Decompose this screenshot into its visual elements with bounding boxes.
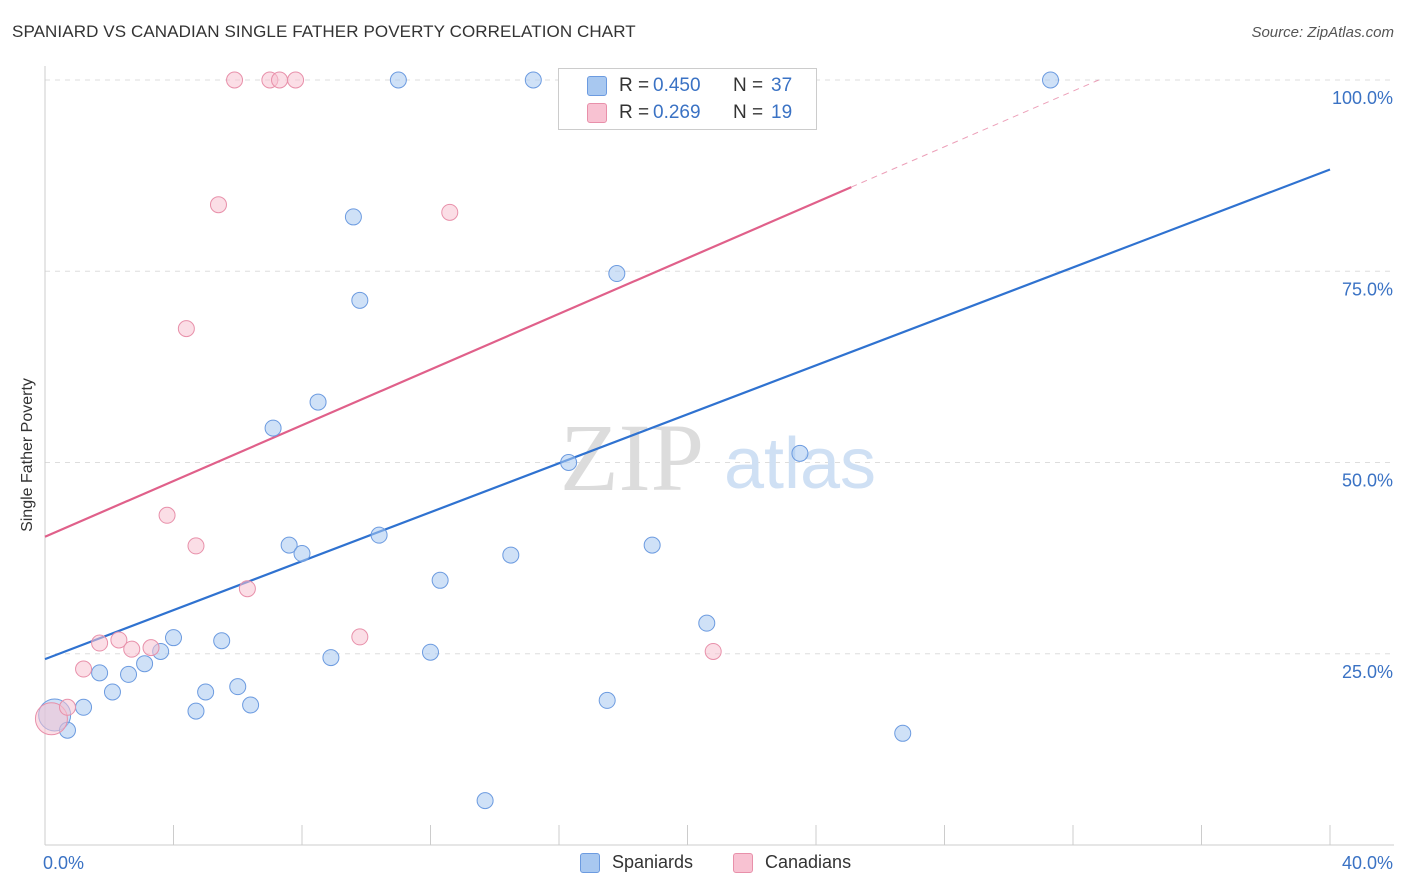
point-spaniards — [264, 419, 282, 437]
series-label-spaniards: Spaniards — [612, 852, 694, 872]
watermark-zip: ZIP — [560, 404, 704, 511]
legend-row-spaniards: R = 0.450 N = 37 — [587, 73, 807, 99]
y-tick-label: 75.0% — [1342, 279, 1393, 299]
point-spaniards — [309, 393, 327, 411]
series-label-canadians: Canadians — [765, 852, 852, 872]
point-canadians — [704, 642, 722, 660]
point-spaniards — [524, 71, 542, 89]
point-canadians — [123, 640, 141, 658]
point-spaniards — [75, 698, 93, 716]
point-spaniards — [598, 691, 616, 709]
y-tick-label: 25.0% — [1342, 662, 1393, 682]
regression-line-canadians — [44, 186, 852, 538]
point-canadians — [351, 628, 369, 646]
point-spaniards — [322, 649, 340, 667]
point-spaniards — [229, 678, 247, 696]
legend-swatch-spaniards — [587, 76, 607, 96]
point-spaniards — [187, 702, 205, 720]
point-spaniards — [120, 665, 138, 683]
point-canadians — [271, 71, 289, 89]
point-canadians — [58, 698, 76, 716]
chart-title: SPANIARD VS CANADIAN SINGLE FATHER POVER… — [12, 22, 636, 41]
point-spaniards — [136, 655, 154, 673]
point-spaniards — [502, 546, 520, 564]
series-legend: Spaniards Canadians — [580, 852, 880, 876]
point-canadians — [287, 71, 305, 89]
point-spaniards — [389, 71, 407, 89]
tick-label-layer: 25.0% 50.0% 75.0% 100.0% 0.0% 40.0% — [43, 88, 1393, 873]
point-spaniards — [643, 536, 661, 554]
regression-line-spaniards — [44, 168, 1331, 661]
source-label: Source: ZipAtlas.com — [1251, 24, 1394, 41]
point-canadians — [238, 580, 256, 598]
point-canadians — [34, 702, 68, 736]
legend-swatch-canadians — [587, 103, 607, 123]
point-spaniards — [791, 444, 809, 462]
point-spaniards — [213, 632, 231, 650]
grid-layer — [45, 79, 1394, 655]
point-canadians — [142, 639, 160, 657]
point-spaniards — [242, 696, 260, 714]
point-spaniards — [344, 208, 362, 226]
x-tick-label-max: 40.0% — [1342, 853, 1393, 873]
x-tick-label-min: 0.0% — [43, 853, 84, 873]
y-tick-label: 100.0% — [1332, 88, 1393, 108]
point-spaniards — [608, 265, 626, 283]
y-tick-label: 50.0% — [1342, 471, 1393, 491]
point-spaniards — [103, 683, 121, 701]
point-spaniards — [280, 536, 298, 554]
point-canadians — [209, 196, 227, 214]
point-canadians — [110, 631, 128, 649]
point-canadians — [158, 506, 176, 524]
point-spaniards — [476, 792, 494, 810]
correlation-legend: R = 0.450 N = 37 R = 0.269 N = 19 — [558, 68, 817, 130]
y-axis-label: Single Father Poverty — [19, 378, 36, 532]
legend-n-value: 37 — [771, 75, 793, 96]
points-layer — [34, 71, 1060, 810]
legend-n-value: 19 — [771, 102, 793, 123]
watermark-atlas: atlas — [724, 424, 876, 504]
point-spaniards — [698, 614, 716, 632]
legend-n-label: N = — [733, 102, 764, 123]
legend-r-value: 0.450 — [653, 75, 701, 96]
axis-layer — [44, 66, 1394, 846]
point-canadians — [441, 203, 459, 221]
regression-layer — [44, 79, 1331, 661]
legend-r-label: R = — [619, 75, 650, 96]
legend-row-canadians: R = 0.269 N = 19 — [587, 100, 807, 126]
point-spaniards — [197, 683, 215, 701]
point-spaniards — [91, 664, 109, 682]
point-spaniards — [165, 629, 182, 647]
point-spaniards — [293, 545, 311, 563]
point-spaniards — [351, 291, 369, 309]
point-spaniards — [431, 571, 449, 589]
legend-n-label: N = — [733, 75, 764, 96]
regression-extension-canadians — [851, 79, 1099, 188]
series-swatch-spaniards — [580, 853, 600, 873]
point-canadians — [75, 660, 93, 678]
point-canadians — [226, 71, 244, 89]
point-spaniards — [894, 724, 912, 742]
series-swatch-canadians — [733, 853, 753, 873]
point-spaniards — [1042, 71, 1060, 89]
point-spaniards — [560, 454, 578, 471]
legend-r-label: R = — [619, 102, 650, 123]
legend-r-value: 0.269 — [653, 102, 701, 123]
point-canadians — [91, 634, 109, 652]
point-canadians — [187, 537, 205, 555]
point-canadians — [177, 320, 195, 338]
point-spaniards — [422, 643, 439, 661]
point-spaniards — [370, 526, 388, 544]
